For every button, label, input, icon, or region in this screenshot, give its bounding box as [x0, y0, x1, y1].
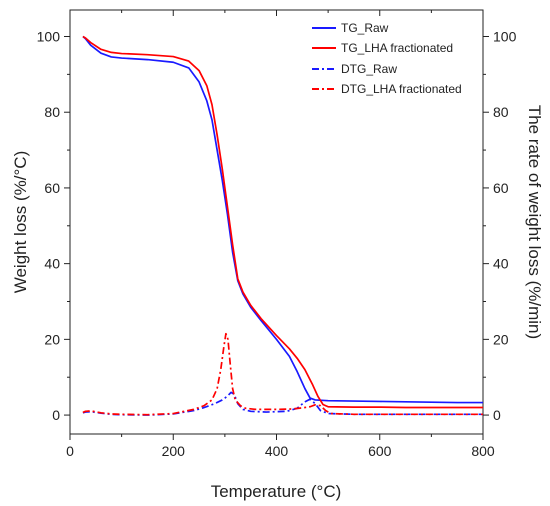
y-right-tick-label-1: 20 [493, 331, 509, 347]
y-left-tick-label-1: 20 [44, 331, 60, 347]
y-left-tick-label-2: 40 [44, 256, 60, 272]
series-layer [82, 35, 483, 416]
y-right-tick-label-4: 80 [493, 104, 509, 120]
y-axis-left-title: Weight loss (%/°C) [11, 151, 30, 294]
y-left-tick-label-0: 0 [52, 407, 60, 423]
y-left-tick-label-3: 60 [44, 180, 60, 196]
x-axis-title: Temperature (°C) [211, 482, 342, 501]
y-right-tick-label-0: 0 [493, 407, 501, 423]
series-line-3 [82, 332, 483, 416]
y-right-tick-label-3: 60 [493, 180, 509, 196]
x-tick-label-1: 200 [162, 443, 186, 459]
y-left-tick-label-5: 100 [37, 29, 61, 45]
series-line-1 [82, 35, 483, 409]
legend: TG_Raw TG_LHA fractionated DTG_Raw DTG_L… [312, 21, 462, 96]
y-axis-right-title: The rate of weight loss (%/min) [525, 105, 544, 339]
plot-frame [69, 9, 484, 435]
legend-label-dtg-raw: DTG_Raw [341, 62, 397, 76]
legend-label-tg-raw: TG_Raw [341, 21, 389, 35]
x-tick-label-4: 800 [471, 443, 495, 459]
series-line-2 [82, 391, 483, 416]
y-right-tick-label-2: 40 [493, 256, 509, 272]
y-left-tick-label-4: 80 [44, 104, 60, 120]
legend-label-dtg-lha: DTG_LHA fractionated [341, 82, 462, 96]
x-tick-label-0: 0 [66, 443, 74, 459]
x-tick-label-3: 600 [368, 443, 392, 459]
x-tick-label-2: 400 [265, 443, 289, 459]
legend-label-tg-lha: TG_LHA fractionated [341, 41, 453, 55]
y-right-tick-label-5: 100 [493, 29, 517, 45]
ticks-layer: 0 200 400 600 800 0 20 40 60 80 100 0 20 40 60 80 100 [37, 10, 517, 459]
